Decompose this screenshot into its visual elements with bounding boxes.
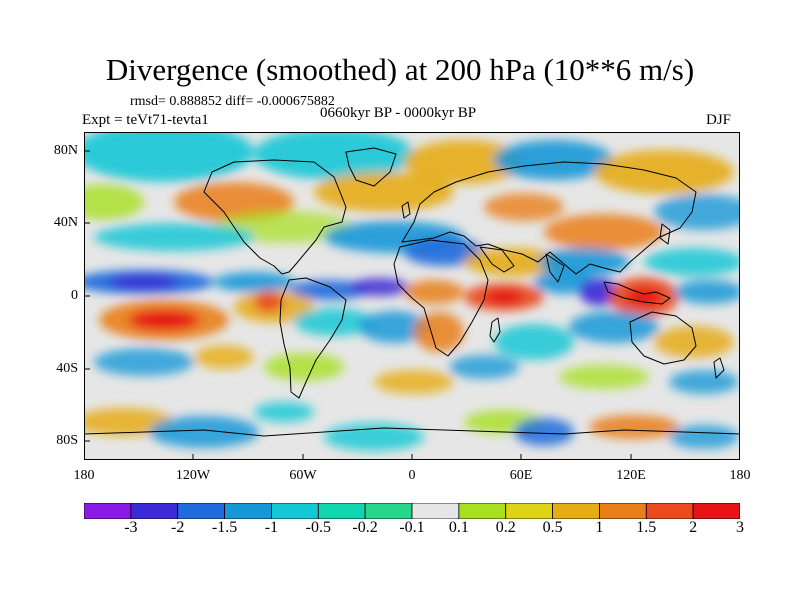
- uk-coast: [401, 201, 411, 219]
- colorbar-label: -0.2: [352, 519, 378, 536]
- colorbar-label: -0.5: [305, 519, 331, 536]
- lat-label-80s: 80S: [56, 433, 78, 448]
- colorbar-swatch: [505, 503, 553, 519]
- season-label: DJF: [706, 112, 732, 128]
- antarctica-coast: [84, 427, 740, 437]
- lon-label-60e: 60E: [509, 468, 533, 483]
- period-label: 0660kyr BP - 0000kyr BP: [320, 105, 477, 121]
- madagascar-coast: [489, 317, 501, 343]
- rmsd-diff-stats: rmsd= 0.888852 diff= -0.000675882: [130, 94, 335, 109]
- greenland-coast: [345, 147, 397, 187]
- divergence-map: [84, 132, 740, 460]
- colorbar-label: -1: [264, 519, 279, 536]
- arabia-india-coast: [479, 246, 565, 283]
- colorbar-label: 2: [689, 519, 698, 536]
- colorbar-label: 1: [595, 519, 604, 536]
- japan-coast: [659, 223, 671, 245]
- lon-label-120w: 120W: [175, 468, 211, 483]
- colorbar-swatch: [177, 503, 225, 519]
- lon-label-180w: 180: [73, 468, 95, 483]
- lon-label-120e: 120E: [616, 468, 646, 483]
- colorbar-label: 0.2: [495, 519, 516, 536]
- colorbar-label: 0.5: [542, 519, 563, 536]
- colorbar-swatch: [84, 503, 132, 519]
- colorbar-swatch: [458, 503, 507, 519]
- plot-title: Divergence (smoothed) at 200 hPa (10**6 …: [105, 52, 695, 87]
- colorbar-label: -3: [124, 519, 138, 536]
- colorbar-label: -0.1: [399, 519, 425, 536]
- divergence-field: [84, 132, 740, 451]
- colorbar-swatch: [411, 503, 460, 519]
- colorbar-swatch: [692, 503, 740, 519]
- colorbar-swatch: [599, 503, 647, 519]
- colorbar-swatch: [364, 503, 413, 519]
- colorbar: [84, 503, 740, 519]
- colorbar-label: -2: [171, 519, 185, 536]
- coastlines: [84, 147, 740, 437]
- colorbar-swatch: [271, 503, 319, 519]
- lon-label-180e: 180: [729, 468, 751, 483]
- colorbar-swatch: [130, 503, 179, 519]
- new-zealand-coast: [713, 357, 725, 379]
- colorbar-swatch: [317, 503, 366, 519]
- colorbar-label: 1.5: [636, 519, 657, 536]
- colorbar-label: -1.5: [211, 519, 238, 536]
- lat-label-0: 0: [71, 288, 78, 303]
- experiment-label: Expt = teVt71-tevta1: [82, 112, 209, 128]
- southeast-asia-islands: [603, 281, 671, 305]
- australia-coast: [629, 311, 697, 365]
- lat-label-40n: 40N: [53, 215, 78, 230]
- colorbar-swatch: [645, 503, 694, 519]
- colorbar-swatch: [552, 503, 600, 519]
- eurasia-coast: [401, 161, 697, 275]
- lon-label-0: 0: [408, 468, 416, 483]
- lat-label-80n: 80N: [53, 143, 78, 158]
- lon-label-60w: 60W: [289, 468, 317, 483]
- lat-label-40s: 40S: [56, 361, 78, 376]
- colorbar-swatch: [224, 503, 272, 519]
- africa-coast: [393, 239, 489, 357]
- north-america-coast: [203, 159, 347, 275]
- colorbar-label: 3: [736, 519, 744, 536]
- axis-ticks: [84, 150, 740, 460]
- south-america-coast: [279, 277, 347, 399]
- colorbar-label: 0.1: [448, 519, 469, 536]
